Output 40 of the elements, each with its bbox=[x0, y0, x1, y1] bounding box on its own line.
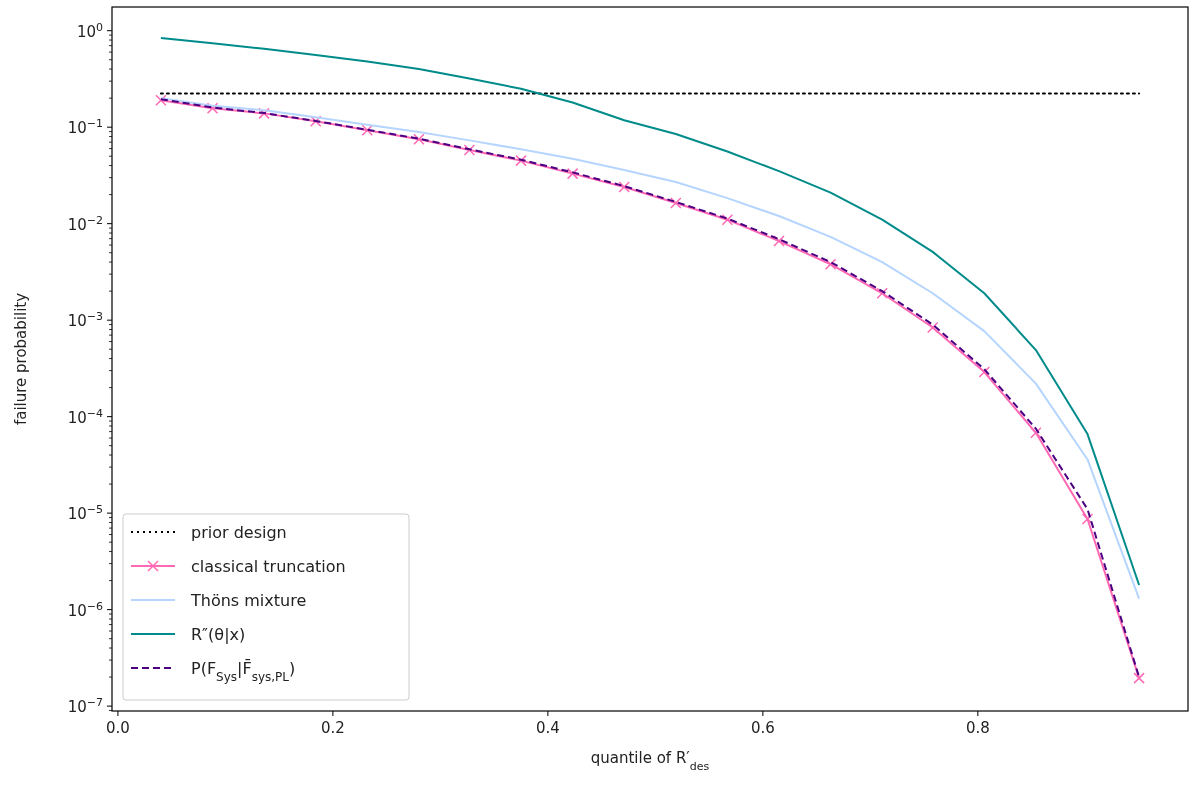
x-axis-title: quantile of R′$_{des}$ bbox=[590, 749, 710, 773]
point bbox=[206, 102, 219, 115]
point bbox=[876, 287, 888, 300]
x-tick-label: 0.0 bbox=[105, 719, 130, 737]
y-tick-label: 10$^{−7}$ bbox=[67, 695, 103, 717]
point bbox=[258, 107, 270, 120]
point bbox=[926, 321, 939, 334]
legend-label: Thöns mixture bbox=[190, 591, 307, 610]
x-tick-label: 0.4 bbox=[535, 719, 560, 737]
legend-label: classical truncation bbox=[191, 557, 346, 576]
point bbox=[1133, 672, 1145, 684]
point bbox=[1030, 427, 1042, 439]
point bbox=[155, 94, 167, 107]
y-tick-label: 10$^{0}$ bbox=[76, 20, 103, 41]
point bbox=[670, 197, 682, 209]
legend-label: R″(θ|x) bbox=[191, 625, 246, 644]
legend-label: P(F$_{Sys}$|F̄$_{sys,PL}$) bbox=[191, 659, 296, 684]
point bbox=[773, 235, 785, 247]
point bbox=[413, 133, 425, 145]
x-tick-label: 0.2 bbox=[320, 719, 345, 737]
y-axis-title: failure probability bbox=[12, 292, 30, 426]
point bbox=[618, 181, 630, 193]
x-tick-label: 0.8 bbox=[965, 719, 990, 737]
point bbox=[1081, 513, 1094, 525]
point bbox=[566, 167, 579, 180]
y-tick-label: 10$^{−1}$ bbox=[67, 116, 103, 138]
point bbox=[515, 154, 527, 167]
point bbox=[824, 258, 837, 270]
y-tick-label: 10$^{−4}$ bbox=[67, 406, 103, 427]
legend-label: prior design bbox=[191, 523, 287, 542]
y-tick-label: 10$^{−6}$ bbox=[67, 599, 103, 620]
y-tick-label: 10$^{−3}$ bbox=[67, 309, 103, 331]
point bbox=[463, 144, 476, 156]
y-tick-label: 10$^{−2}$ bbox=[67, 213, 103, 234]
point bbox=[978, 366, 991, 378]
point bbox=[721, 213, 734, 226]
y-tick-label: 10$^{−5}$ bbox=[67, 502, 103, 524]
point bbox=[309, 115, 322, 128]
point bbox=[361, 124, 374, 136]
x-tick-label: 0.6 bbox=[750, 719, 775, 737]
